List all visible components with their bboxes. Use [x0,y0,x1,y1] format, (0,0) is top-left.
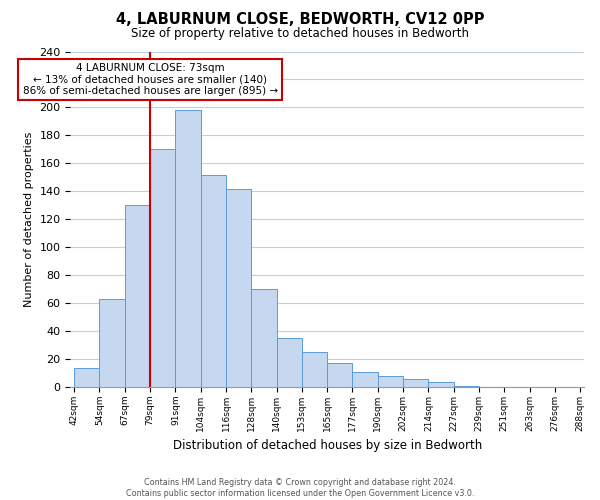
Bar [403,379,428,387]
Text: Contains HM Land Registry data © Crown copyright and database right 2024.
Contai: Contains HM Land Registry data © Crown c… [126,478,474,498]
Bar [200,174,226,387]
Text: 4, LABURNUM CLOSE, BEDWORTH, CV12 0PP: 4, LABURNUM CLOSE, BEDWORTH, CV12 0PP [116,12,484,28]
Bar [352,372,378,387]
Bar [74,368,100,387]
Bar [150,150,175,387]
Bar [175,110,200,387]
Bar [251,290,277,387]
Y-axis label: Number of detached properties: Number of detached properties [24,132,34,307]
Bar [277,338,302,387]
Bar [100,299,125,387]
Bar [428,382,454,387]
Bar [454,386,479,387]
Bar [327,364,352,387]
Bar [125,206,150,387]
Bar [378,376,403,387]
Text: Size of property relative to detached houses in Bedworth: Size of property relative to detached ho… [131,28,469,40]
X-axis label: Distribution of detached houses by size in Bedworth: Distribution of detached houses by size … [173,440,482,452]
Bar [302,352,327,387]
Text: 4 LABURNUM CLOSE: 73sqm
← 13% of detached houses are smaller (140)
86% of semi-d: 4 LABURNUM CLOSE: 73sqm ← 13% of detache… [23,63,278,96]
Bar [226,188,251,387]
